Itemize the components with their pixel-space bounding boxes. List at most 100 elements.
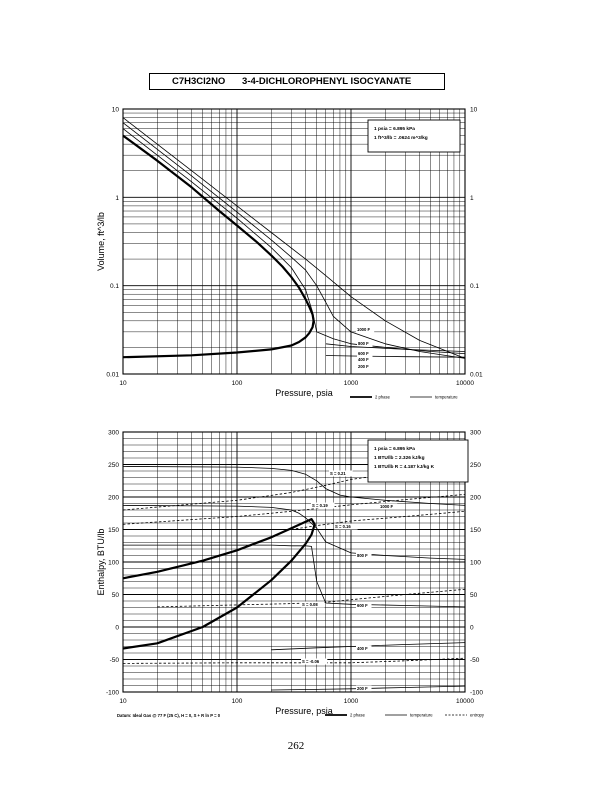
annotation-bg bbox=[334, 523, 358, 530]
x-tick-label: 10 bbox=[119, 698, 127, 705]
series-line bbox=[291, 510, 466, 530]
legend-label: temperature bbox=[435, 395, 458, 400]
annotation-label: 800 F bbox=[357, 553, 368, 558]
y-tick-label-right: 250 bbox=[470, 462, 481, 469]
y-axis-label: Enthalpy, BTU/lb bbox=[96, 529, 106, 596]
conversion-note: 1 BTU/lb = 2.326 kJ/kg bbox=[374, 455, 425, 461]
series-line bbox=[122, 657, 466, 664]
series-line bbox=[122, 122, 466, 359]
x-tick-label: 1000 bbox=[344, 380, 359, 387]
annotation-bg bbox=[329, 470, 353, 477]
series-line bbox=[122, 117, 466, 359]
y-tick-label-right: -100 bbox=[470, 690, 483, 697]
annotation-label: 400 F bbox=[357, 646, 368, 651]
x-tick-label: 1000 bbox=[344, 698, 359, 705]
annotation-label: 1000 F bbox=[357, 327, 370, 332]
compound-name: 3-4-DICHLOROPHENYL ISOCYANATE bbox=[242, 76, 412, 87]
annotation-label: S = 0.08 bbox=[302, 602, 318, 607]
y-tick-label-left: 100 bbox=[108, 560, 119, 567]
series-line bbox=[157, 588, 466, 608]
series-line bbox=[271, 685, 466, 691]
x-tick-label: 10000 bbox=[456, 698, 474, 705]
legend-label: 2 phase bbox=[350, 713, 366, 718]
legend-label: 2 phase bbox=[375, 395, 391, 400]
x-axis-label: Pressure, psia bbox=[275, 706, 333, 716]
annotation-label: 200 F bbox=[358, 364, 369, 369]
annotation-bg bbox=[357, 356, 373, 363]
x-tick-label: 100 bbox=[232, 380, 243, 387]
series-line bbox=[122, 494, 466, 525]
y-tick-label-right: 10 bbox=[470, 107, 478, 114]
x-axis-label: Pressure, psia bbox=[275, 388, 333, 398]
conversion-notes-box bbox=[367, 439, 469, 483]
y-tick-label-right: 50 bbox=[470, 592, 478, 599]
y-tick-label-right: 150 bbox=[470, 527, 481, 534]
y-tick-label-left: 150 bbox=[108, 527, 119, 534]
annotation-label: S = 0.21 bbox=[330, 471, 346, 476]
series-line bbox=[122, 517, 316, 650]
plot-frame bbox=[122, 431, 466, 693]
series-line bbox=[123, 544, 466, 608]
y-tick-label-right: 1 bbox=[470, 195, 474, 202]
annotation-bg bbox=[301, 601, 325, 608]
y-axis-label: Volume, ft^3/lb bbox=[96, 212, 106, 271]
annotation-bg bbox=[356, 602, 372, 609]
annotation-label: S = 0.16 bbox=[335, 524, 351, 529]
conversion-note: 1 BTU/lb R = 4.187 kJ/kg K bbox=[374, 464, 435, 470]
y-tick-label-left: -50 bbox=[110, 657, 120, 664]
legend-label: entropy bbox=[470, 713, 485, 718]
annotation-bg bbox=[356, 552, 372, 559]
annotation-bg bbox=[356, 645, 372, 652]
annotation-bg bbox=[357, 340, 373, 347]
annotation-label: 1000 F bbox=[380, 504, 393, 509]
y-tick-label-right: 200 bbox=[470, 495, 481, 502]
y-tick-label-right: 0.1 bbox=[470, 283, 479, 290]
page-number: 262 bbox=[287, 740, 305, 752]
annotation-label: S = 0.19 bbox=[312, 503, 328, 508]
x-tick-label: 100 bbox=[232, 698, 243, 705]
series-line bbox=[122, 134, 315, 359]
y-tick-label-left: 0 bbox=[115, 625, 119, 632]
series-line bbox=[325, 355, 466, 358]
conversion-note: 1 psia = 6.895 kPa bbox=[374, 446, 415, 452]
datum-footnote: Datum: Ideal Gas @ 77 F (25 C), H = 0, S… bbox=[117, 713, 221, 718]
y-tick-label-right: 0.01 bbox=[470, 372, 483, 379]
y-tick-label-left: -100 bbox=[106, 690, 119, 697]
y-tick-label-right: -50 bbox=[470, 657, 480, 664]
y-tick-label-left: 50 bbox=[112, 592, 120, 599]
annotation-bg bbox=[357, 363, 373, 370]
annotation-bg bbox=[379, 503, 398, 510]
annotation-bg bbox=[311, 502, 335, 509]
annotation-label: 200 F bbox=[357, 686, 368, 691]
annotation-label: 400 F bbox=[358, 357, 369, 362]
y-tick-label-left: 200 bbox=[108, 495, 119, 502]
annotation-bg bbox=[357, 350, 373, 357]
y-tick-label-left: 0.01 bbox=[106, 372, 119, 379]
legend-label: temperature bbox=[410, 713, 433, 718]
series-line bbox=[325, 343, 466, 352]
x-tick-label: 10 bbox=[119, 380, 127, 387]
annotation-label: 800 F bbox=[358, 341, 369, 346]
annotation-bg bbox=[356, 685, 372, 692]
y-tick-label-left: 250 bbox=[108, 462, 119, 469]
annotation-label: 600 F bbox=[358, 351, 369, 356]
x-tick-label: 10000 bbox=[456, 380, 474, 387]
y-tick-label-left: 1 bbox=[115, 195, 119, 202]
chart-title-box: C7H3Cl2NO 3-4-DICHLOROPHENYL ISOCYANATE bbox=[149, 73, 445, 90]
y-tick-label-left: 300 bbox=[108, 430, 119, 437]
series-line bbox=[122, 505, 466, 560]
annotation-bg bbox=[301, 658, 328, 665]
y-tick-label-right: 100 bbox=[470, 560, 481, 567]
series-line bbox=[271, 642, 466, 651]
y-tick-label-left: 0.1 bbox=[110, 283, 119, 290]
conversion-note: 1 ft^3/lb = .0624 m^3/kg bbox=[374, 135, 428, 141]
conversion-note: 1 psia = 6.895 kPa bbox=[374, 126, 415, 132]
series-line bbox=[122, 128, 466, 354]
y-tick-label-right: 300 bbox=[470, 430, 481, 437]
conversion-notes-box bbox=[367, 119, 461, 153]
y-tick-label-right: 0 bbox=[470, 625, 474, 632]
